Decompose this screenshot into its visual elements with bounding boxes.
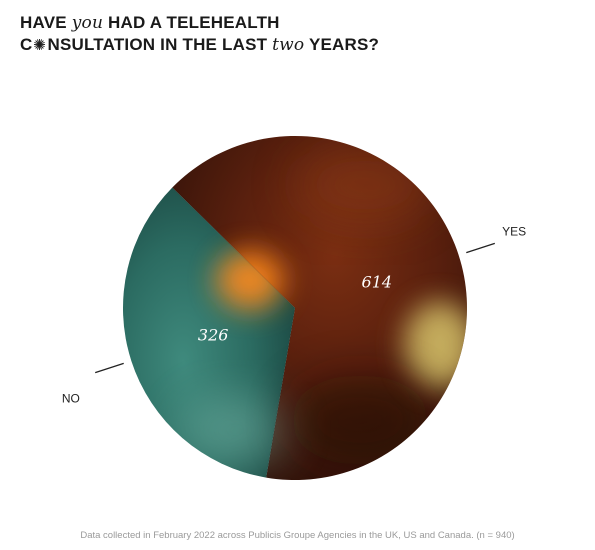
footnote: Data collected in February 2022 across P… — [80, 530, 515, 541]
slice-divider — [171, 187, 296, 478]
sunburst-icon — [34, 38, 46, 51]
leader-line-yes — [466, 242, 495, 254]
category-label-no: NO — [62, 392, 80, 406]
mint-glow — [180, 395, 290, 465]
title-line-2: C NSULTATION IN THE LAST two YEARS? — [20, 35, 380, 55]
orange-glow — [216, 250, 284, 310]
yellow-glow — [404, 301, 467, 389]
leader-line-no — [95, 362, 124, 374]
rust-glow — [295, 145, 435, 225]
title-line-1: HAVE you HAD A TELEHEALTH — [20, 13, 280, 33]
data-label-no: 326 — [198, 326, 229, 345]
dark-glow — [290, 375, 430, 465]
data-label-yes: 614 — [362, 273, 393, 292]
category-label-yes: YES — [502, 224, 526, 238]
chart-title: HAVE you HAD A TELEHEALTH C NSULTATION IN… — [20, 12, 379, 56]
